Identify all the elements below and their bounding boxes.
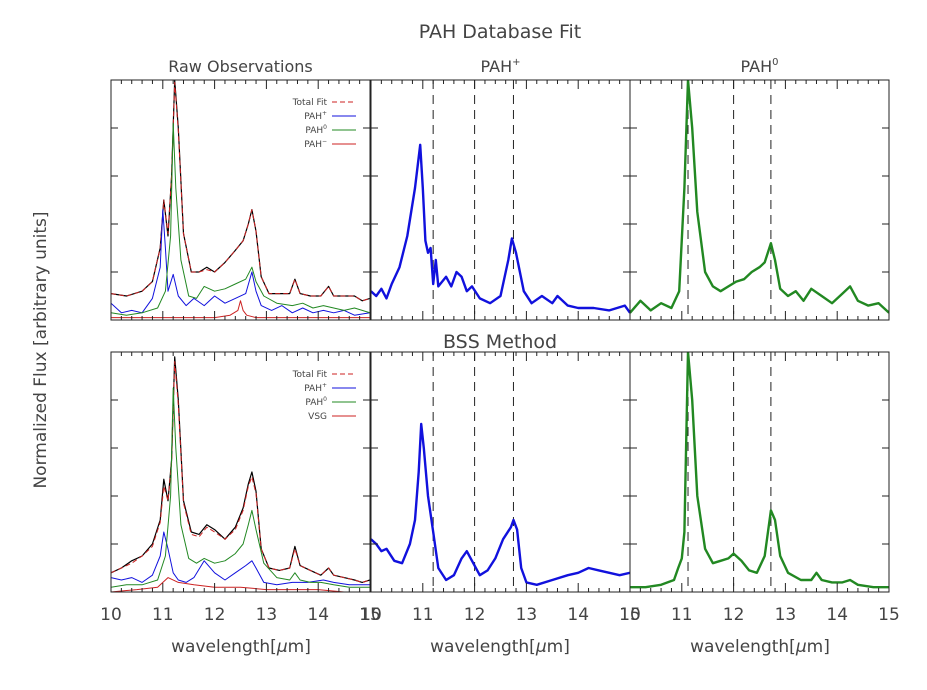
- top-row-title: PAH Database Fit: [419, 21, 582, 43]
- series-line: [111, 300, 370, 319]
- series-line: [630, 80, 889, 314]
- series-line: [111, 81, 370, 302]
- legend-label: Total Fit: [292, 98, 328, 108]
- series-line: [111, 361, 370, 583]
- x-tick-label: 12: [723, 605, 745, 625]
- bottom-row-title: BSS Method: [443, 331, 557, 353]
- legend-label: PAH0: [305, 124, 327, 136]
- x-tick-label: 14: [567, 605, 589, 625]
- panel-title: PAH+: [481, 57, 521, 76]
- panel-frame: [370, 351, 631, 593]
- series-line: [111, 122, 370, 316]
- panel-6: 10 11 12 13 14 15: [619, 351, 900, 625]
- legend-label: PAH−: [304, 138, 327, 150]
- x-axis-label-2: wavelength[μm]: [430, 637, 570, 657]
- series-line: [630, 352, 889, 589]
- x-tick-label: 11: [671, 605, 693, 625]
- panel-5: 10 11 12 13 14 15: [360, 351, 641, 625]
- x-axis-label-3: wavelength[μm]: [690, 637, 830, 657]
- panel-title: PAH0: [741, 57, 779, 76]
- x-tick-label: 14: [826, 605, 848, 625]
- panel-1: Raw Observations Total Fit PAH+ PAH0 PAH−: [110, 57, 371, 321]
- legend-label: PAH+: [304, 110, 327, 122]
- series-line: [111, 531, 370, 586]
- x-tick-label: 14: [307, 605, 329, 625]
- x-tick-label: 10: [360, 605, 382, 625]
- panel-title: Raw Observations: [168, 57, 313, 76]
- x-tick-label: 15: [878, 605, 900, 625]
- x-tick-label: 11: [412, 605, 434, 625]
- panel-2: PAH+: [370, 57, 631, 321]
- x-tick-label: 13: [256, 605, 278, 625]
- panels-group: Raw Observations Total Fit PAH+ PAH0 PAH− PAH…: [100, 57, 900, 625]
- legend-label: PAH+: [304, 382, 327, 394]
- y-axis-label: Normalized Flux [arbitrary units]: [31, 211, 51, 488]
- x-tick-label: 10: [100, 605, 122, 625]
- legend: Total Fit PAH+ PAH0 PAH−: [292, 98, 356, 150]
- series-line: [111, 356, 370, 584]
- x-tick-label: 13: [516, 605, 538, 625]
- series-line: [111, 209, 370, 316]
- x-tick-label: 10: [619, 605, 641, 625]
- x-tick-label: 15: [619, 605, 641, 625]
- legend-label: Total Fit: [292, 370, 328, 380]
- panel-frame: [629, 79, 890, 321]
- x-axis-label-1: wavelength[μm]: [171, 637, 311, 657]
- panel-frame: [629, 351, 890, 593]
- x-tick-label: 15: [359, 605, 381, 625]
- x-tick-label: 13: [775, 605, 797, 625]
- x-tick-label: 12: [464, 605, 486, 625]
- legend-label: PAH0: [305, 396, 327, 408]
- panel-frame: [110, 351, 371, 593]
- series-line: [371, 422, 630, 586]
- series-line: [111, 387, 370, 588]
- panel-4: 10 11 12 13 14 15 Total Fit PAH+ PAH0 VSG: [100, 351, 381, 625]
- x-tick-label: 11: [152, 605, 174, 625]
- legend: Total Fit PAH+ PAH0 VSG: [292, 370, 356, 422]
- panel-3: PAH0: [629, 57, 890, 321]
- series-line: [371, 143, 630, 314]
- panel-frame: [370, 79, 631, 321]
- legend-label: VSG: [308, 412, 327, 422]
- series-line: [111, 80, 370, 302]
- x-tick-label: 12: [204, 605, 226, 625]
- panel-frame: [110, 79, 371, 321]
